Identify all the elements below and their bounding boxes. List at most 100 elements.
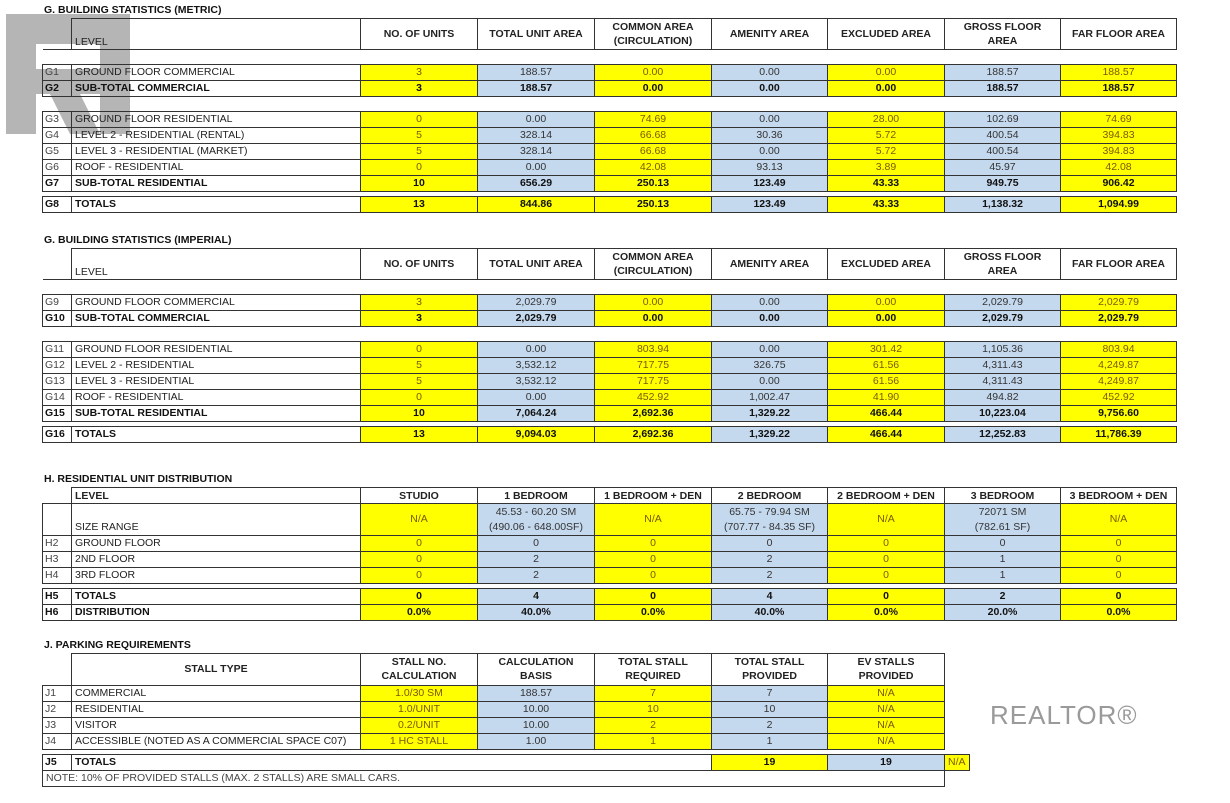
size-range-cell: N/A — [594, 503, 712, 536]
row-code: J4 — [42, 732, 72, 750]
table-row: G9 GROUND FLOOR COMMERCIAL 3 2,029.79 0.00 0.… — [42, 293, 1177, 311]
value-cell: 0.00 — [711, 340, 828, 358]
value-cell: 5 — [360, 372, 478, 390]
table-row: G10 SUB-TOTAL COMMERCIAL 3 2,029.79 0.00 0.00… — [42, 309, 1177, 327]
value-cell: 394.83 — [1060, 126, 1177, 144]
value-cell: 0.00 — [711, 142, 828, 160]
row-code: G10 — [42, 309, 72, 327]
row-level: GROUND FLOOR RESIDENTIAL — [71, 340, 361, 358]
value-cell: 5 — [360, 356, 478, 374]
value-cell: 102.69 — [944, 110, 1061, 128]
row-code: G8 — [42, 195, 72, 213]
value-cell: 0 — [360, 340, 478, 358]
value-cell: 30.36 — [711, 126, 828, 144]
value-cell: 7,064.24 — [477, 404, 595, 422]
row-level: TOTALS — [71, 195, 361, 213]
value-cell: 2 — [944, 588, 1061, 605]
value-cell: 123.49 — [711, 195, 828, 213]
column-header: STALL TYPE — [71, 653, 361, 686]
value-cell: 1,138.32 — [944, 195, 1061, 213]
value-cell: 0 — [711, 535, 828, 552]
value-cell: 2 — [711, 567, 828, 584]
metric-statistics-table: LEVEL NO. OF UNITS TOTAL UNIT AREA COMMON A… — [42, 18, 1177, 213]
value-cell: 2 — [711, 716, 828, 734]
column-header: AMENITY AREA — [711, 248, 828, 280]
value-cell: 5.72 — [827, 126, 945, 144]
table-row: G4 LEVEL 2 - RESIDENTIAL (RENTAL) 5 328.14 6… — [42, 126, 1177, 144]
totals-row: J5 TOTALS 19 19 N/A — [42, 753, 970, 771]
value-cell: N/A — [827, 684, 945, 702]
value-cell: 9,756.60 — [1060, 404, 1177, 422]
value-cell: 12,252.83 — [944, 425, 1061, 443]
spacer-cell — [42, 325, 1177, 342]
column-header: STUDIO — [360, 487, 478, 504]
value-cell: 0 — [360, 388, 478, 406]
value-cell: 0.0% — [594, 604, 712, 621]
row-code: G1 — [42, 63, 72, 81]
value-cell: 0 — [827, 551, 945, 568]
value-cell: 906.42 — [1060, 174, 1177, 192]
size-range-cell: N/A — [1060, 503, 1177, 536]
total-ev: N/A — [944, 753, 970, 771]
table-row: H2 GROUND FLOOR 0 0 0 0 0 0 0 — [42, 535, 1177, 552]
row-level: TOTALS — [71, 588, 361, 605]
value-cell: 123.49 — [711, 174, 828, 192]
row-code: J5 — [42, 753, 72, 771]
value-cell: 93.13 — [711, 158, 828, 176]
value-cell: 803.94 — [1060, 340, 1177, 358]
column-header: STALL NO. CALCULATION — [360, 653, 478, 686]
value-cell: 188.57 — [1060, 79, 1177, 97]
value-cell: 10 — [360, 174, 478, 192]
value-cell: 0.00 — [594, 79, 712, 97]
spacer-row — [42, 95, 1177, 112]
value-cell: 0 — [360, 567, 478, 584]
value-cell: 7 — [594, 684, 712, 702]
table-row: J4 ACCESSIBLE (NOTED AS A COMMERCIAL SPAC… — [42, 732, 970, 750]
value-cell: 0 — [1060, 588, 1177, 605]
value-cell: 250.13 — [594, 195, 712, 213]
value-cell: 717.75 — [594, 356, 712, 374]
size-range-cell: 72071 SM (782.61 SF) — [944, 503, 1061, 536]
value-cell: 4,249.87 — [1060, 372, 1177, 390]
value-cell: 466.44 — [827, 425, 945, 443]
value-cell: 1 HC STALL — [360, 732, 478, 750]
table-row: H6 DISTRIBUTION 0.0% 40.0% 0.0% 40.0% 0.0% 20.0… — [42, 604, 1177, 621]
value-cell: 0.00 — [827, 309, 945, 327]
value-cell: 3 — [360, 63, 478, 81]
value-cell: N/A — [827, 700, 945, 718]
value-cell: 13 — [360, 195, 478, 213]
value-cell: 250.13 — [594, 174, 712, 192]
value-cell: 0.00 — [827, 63, 945, 81]
value-cell: 4,311.43 — [944, 356, 1061, 374]
value-cell: 5 — [360, 142, 478, 160]
value-cell: 301.42 — [827, 340, 945, 358]
distribution-section-title: H. RESIDENTIAL UNIT DISTRIBUTION — [44, 473, 233, 485]
header-code-cell — [43, 249, 72, 280]
column-header: EXCLUDED AREA — [827, 18, 945, 50]
value-cell: 10 — [594, 700, 712, 718]
value-cell: 949.75 — [944, 174, 1061, 192]
value-cell: 10.00 — [477, 716, 595, 734]
table-row: G13 LEVEL 3 - RESIDENTIAL 5 3,532.12 717.75 0… — [42, 372, 1177, 390]
unit-distribution-table: LEVEL STUDIO 1 BEDROOM 1 BEDROOM + DEN 2 BED… — [42, 487, 1177, 621]
value-cell: 5.72 — [827, 142, 945, 160]
row-code: G15 — [42, 404, 72, 422]
table-row: G6 ROOF - RESIDENTIAL 0 0.00 42.08 93.13 3.89 4… — [42, 158, 1177, 176]
spacer-cell — [42, 278, 1177, 295]
row-code: H6 — [42, 604, 72, 621]
table-row: G5 LEVEL 3 - RESIDENTIAL (MARKET) 5 328.14 6… — [42, 142, 1177, 160]
row-level: ROOF - RESIDENTIAL — [71, 388, 361, 406]
row-code: H2 — [42, 535, 72, 552]
value-cell: 0.00 — [594, 63, 712, 81]
imperial-section-title: G. BUILDING STATISTICS (IMPERIAL) — [44, 234, 232, 246]
header-code-cell — [42, 653, 72, 685]
value-cell: 43.33 — [827, 174, 945, 192]
table-row: G2 SUB-TOTAL COMMERCIAL 3 188.57 0.00 0.00 0.0… — [42, 79, 1177, 97]
row-code: H4 — [42, 567, 72, 584]
value-cell: 0.00 — [477, 340, 595, 358]
table-row: G14 ROOF - RESIDENTIAL 0 0.00 452.92 1,002.47… — [42, 388, 1177, 406]
value-cell: 0.0% — [827, 604, 945, 621]
value-cell: 717.75 — [594, 372, 712, 390]
row-code: J3 — [42, 716, 72, 734]
value-cell: 1,094.99 — [1060, 195, 1177, 213]
